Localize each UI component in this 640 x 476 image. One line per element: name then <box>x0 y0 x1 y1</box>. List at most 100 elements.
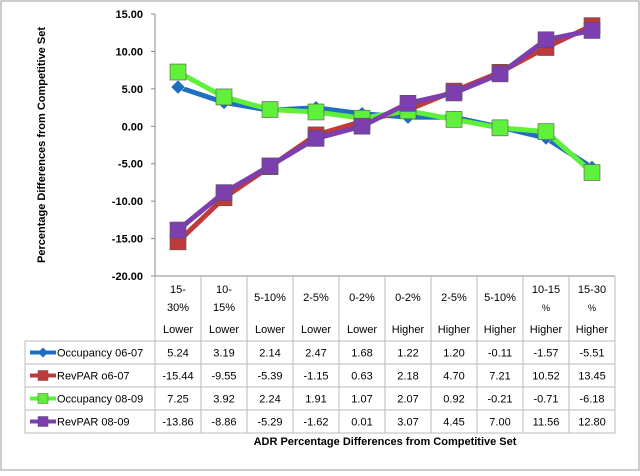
category-direction-label: Higher <box>438 324 471 336</box>
data-point-marker <box>170 79 186 95</box>
legend-series-name: RevPAR o6-07 <box>57 371 130 383</box>
category-range-label: 0-2% <box>395 292 421 304</box>
legend-series-name: Occupancy 08-09 <box>57 394 143 406</box>
data-point-marker <box>169 221 187 239</box>
table-cell-value: 11.56 <box>533 417 560 429</box>
legend-marker <box>38 347 48 358</box>
table-cell-value: 1.68 <box>351 348 372 360</box>
y-tick-label: 15.00 <box>115 9 143 21</box>
category-direction-label: Lower <box>255 324 285 336</box>
category-range-label: 30% <box>167 302 189 314</box>
category-range-label: 5-10% <box>254 292 286 304</box>
table-cell-value: -1.57 <box>533 348 558 360</box>
table-cell-value: 1.20 <box>443 348 464 360</box>
data-point-marker <box>215 184 233 201</box>
data-point-marker <box>583 22 601 39</box>
table-cell-value: 5.24 <box>167 348 188 360</box>
series-line <box>176 28 593 232</box>
data-point-marker <box>215 88 233 106</box>
data-point-marker <box>261 101 279 118</box>
table-cell-value: -13.86 <box>162 417 193 429</box>
table-cell-value: -8.86 <box>211 417 236 429</box>
category-range-label: 15% <box>213 302 235 314</box>
table-cell-value: 4.70 <box>443 371 464 383</box>
table-cell-value: -5.39 <box>257 371 282 383</box>
data-point-marker <box>445 84 463 102</box>
table-cell-value: 1.22 <box>397 348 418 360</box>
legend-marker <box>37 370 49 381</box>
y-tick-label: -20.00 <box>112 271 143 283</box>
y-tick-label: -15.00 <box>112 234 143 246</box>
data-point-marker <box>491 65 509 83</box>
table-cell-value: 3.92 <box>213 394 234 406</box>
data-point-marker <box>307 130 325 147</box>
data-point-marker <box>307 103 325 121</box>
table-cell-value: 1.07 <box>351 394 372 406</box>
table-cell-value: 1.91 <box>305 394 326 406</box>
category-direction-label: Lower <box>209 324 239 336</box>
y-tick-label: -5.00 <box>118 159 143 171</box>
data-point-marker <box>537 123 555 140</box>
category-direction-label: Lower <box>347 324 377 336</box>
legend-marker <box>37 393 49 404</box>
table-cell-value: 0.92 <box>443 394 464 406</box>
category-direction-label: Higher <box>576 324 609 336</box>
category-range-label: 2-5% <box>303 292 329 304</box>
table-cell-value: -5.51 <box>579 348 604 360</box>
table-cell-value: -0.71 <box>533 394 558 406</box>
category-range-label: 15-30 <box>578 284 606 296</box>
table-cell-value: -0.21 <box>487 394 512 406</box>
y-axis-title: Percentage Differences from Competitive … <box>36 27 48 263</box>
table-cell-value: -0.11 <box>488 348 512 360</box>
table-cell-value: 4.45 <box>443 417 464 429</box>
y-tick-label: 5.00 <box>122 84 143 96</box>
table-cell-value: -1.15 <box>303 371 328 383</box>
table-cell-value: -1.62 <box>303 417 328 429</box>
table-cell-value: 2.47 <box>305 348 326 360</box>
table-cell-value: 2.07 <box>397 394 418 406</box>
data-point-marker <box>399 95 417 112</box>
table-cell-value: 13.45 <box>578 371 606 383</box>
category-range-label: 5-10% <box>484 292 516 304</box>
legend-series-name: RevPAR 08-09 <box>57 417 130 429</box>
category-direction-label: Lower <box>163 324 193 336</box>
table-cell-value: 7.00 <box>489 417 510 429</box>
data-point-marker <box>445 111 463 128</box>
category-range-label: 0-2% <box>349 292 375 304</box>
category-range-label: % <box>542 303 550 313</box>
category-direction-label: Lower <box>301 324 331 336</box>
category-range-label: 2-5% <box>441 292 467 304</box>
category-range-label: 15- <box>170 284 186 296</box>
table-cell-value: -9.55 <box>211 371 236 383</box>
category-direction-label: Higher <box>530 324 563 336</box>
table-cell-value: 2.18 <box>397 371 418 383</box>
table-cell-value: 3.19 <box>213 348 234 360</box>
table-cell-value: -15.44 <box>162 371 193 383</box>
table-cell-value: -6.18 <box>579 394 604 406</box>
data-point-marker <box>537 31 555 49</box>
legend-marker <box>37 416 49 427</box>
table-cell-value: 0.63 <box>351 371 372 383</box>
table-cell-value: 2.24 <box>259 394 280 406</box>
category-direction-label: Higher <box>484 324 517 336</box>
category-direction-label: Higher <box>392 324 425 336</box>
legend-series-name: Occupancy 06-07 <box>57 348 143 360</box>
y-tick-label: 0.00 <box>122 121 143 133</box>
table-cell-value: -5.29 <box>257 417 282 429</box>
table-cell-value: 10.52 <box>532 371 560 383</box>
data-point-marker <box>583 164 601 181</box>
table-cell-value: 7.25 <box>167 394 188 406</box>
y-tick-label: -10.00 <box>112 196 143 208</box>
y-tick-label: 10.00 <box>115 46 143 58</box>
data-point-marker <box>491 119 509 137</box>
table-cell-value: 3.07 <box>397 417 418 429</box>
table-cell-value: 2.14 <box>259 348 280 360</box>
data-point-marker <box>353 117 371 135</box>
category-range-label: 10-15 <box>532 284 560 296</box>
table-cell-value: 12.80 <box>578 417 606 429</box>
x-axis-title: ADR Percentage Differences from Competit… <box>254 436 517 448</box>
data-point-marker <box>169 63 187 81</box>
data-point-marker <box>261 157 279 175</box>
